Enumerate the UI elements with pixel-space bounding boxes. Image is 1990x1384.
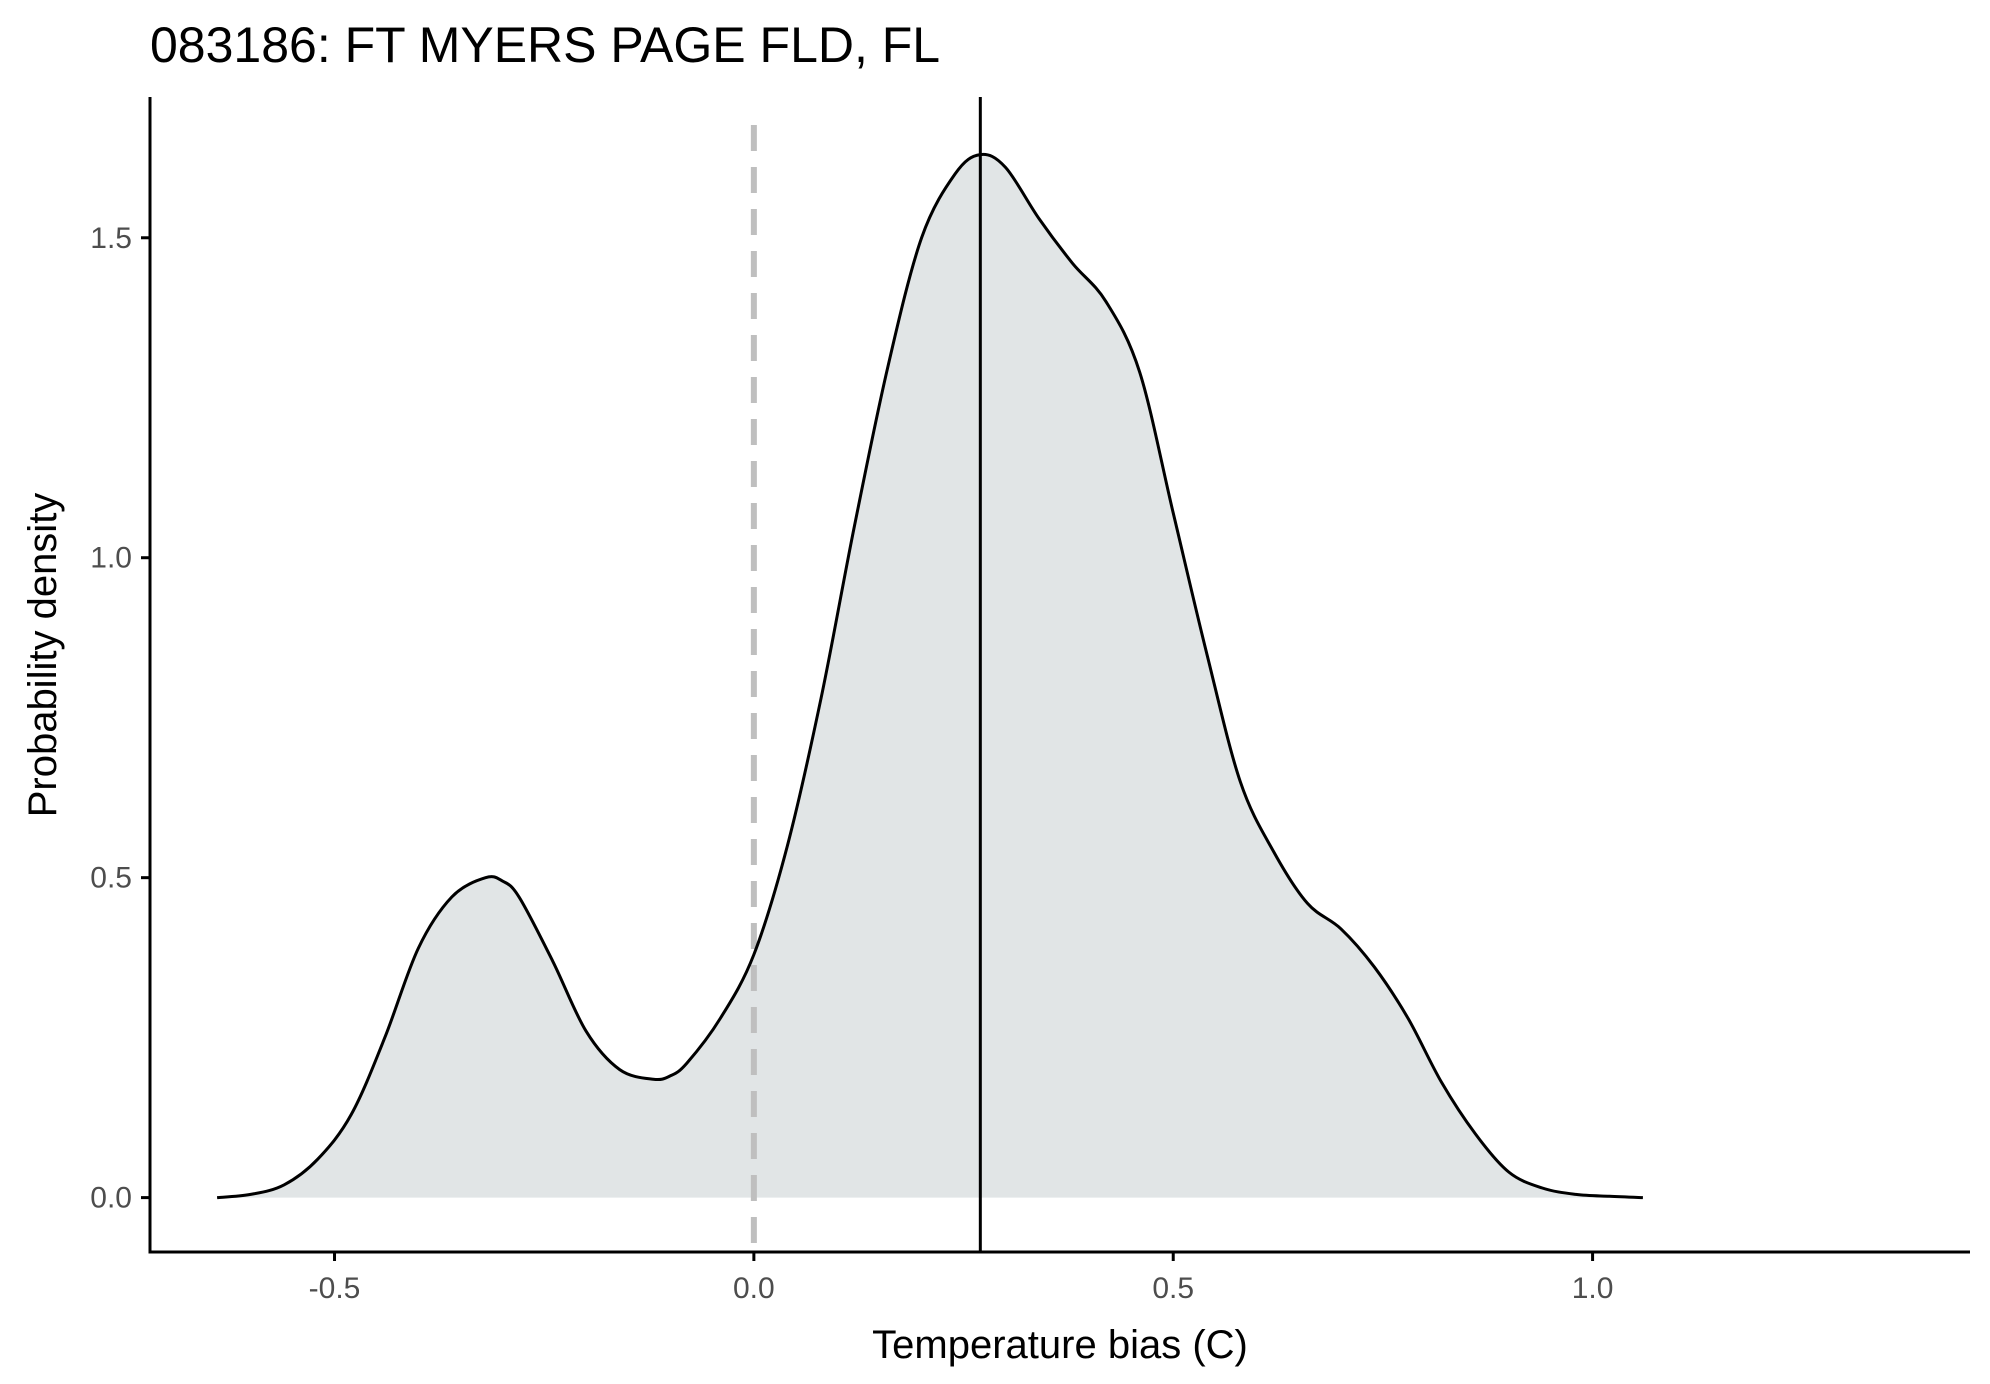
density-line bbox=[216, 152, 1643, 1200]
density-area bbox=[217, 154, 1643, 1198]
x-tick-label: 0.5 bbox=[1152, 1272, 1194, 1305]
y-axis-label: Probability density bbox=[21, 493, 65, 818]
x-tick-label: 1.0 bbox=[1572, 1272, 1614, 1305]
y-axis-ticks: 0.0 0.5 1.0 1.5 bbox=[90, 222, 150, 1215]
chart-title: 083186: FT MYERS PAGE FLD, FL bbox=[150, 17, 940, 73]
x-axis-ticks: -0.5 0.0 0.5 1.0 bbox=[309, 1252, 1614, 1305]
x-tick-label: 0.0 bbox=[733, 1272, 775, 1305]
y-tick-label: 1.0 bbox=[90, 542, 132, 575]
y-tick-label: 0.0 bbox=[90, 1182, 132, 1215]
y-tick-label: 1.5 bbox=[90, 222, 132, 255]
x-tick-label: -0.5 bbox=[309, 1272, 361, 1305]
x-axis-label: Temperature bias (C) bbox=[872, 1323, 1248, 1367]
y-tick-label: 0.5 bbox=[90, 862, 132, 895]
